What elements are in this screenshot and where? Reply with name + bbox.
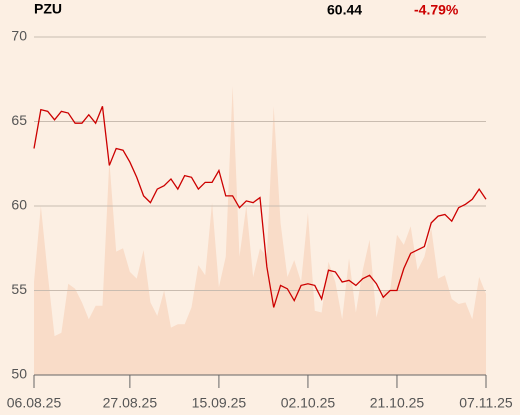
price-line bbox=[33, 106, 487, 308]
x-tick-label: 21.10.25 bbox=[370, 395, 425, 411]
y-tick-label: 60 bbox=[11, 197, 27, 213]
x-tick-label: 15.09.25 bbox=[192, 395, 247, 411]
y-tick-label: 55 bbox=[11, 281, 27, 297]
x-tick-label: 06.08.25 bbox=[7, 395, 62, 411]
x-tick-label: 27.08.25 bbox=[103, 395, 158, 411]
x-tick-label: 02.10.25 bbox=[281, 395, 336, 411]
y-tick-label: 65 bbox=[11, 112, 27, 128]
x-tick-label: 07.11.25 bbox=[459, 395, 513, 411]
chart-title: PZU bbox=[34, 1, 62, 17]
volume-area bbox=[34, 86, 486, 375]
change: -4.79% bbox=[414, 2, 459, 18]
last-price: 60.44 bbox=[327, 2, 362, 18]
y-tick-label: 70 bbox=[11, 28, 27, 44]
y-tick-label: 50 bbox=[11, 366, 27, 382]
